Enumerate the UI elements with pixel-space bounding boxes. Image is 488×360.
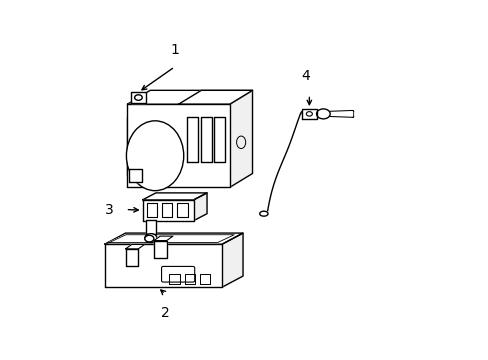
Polygon shape xyxy=(142,193,206,200)
Polygon shape xyxy=(145,220,156,234)
Text: 3: 3 xyxy=(104,203,113,216)
Polygon shape xyxy=(329,112,352,116)
Polygon shape xyxy=(131,92,145,103)
Circle shape xyxy=(144,235,154,242)
Polygon shape xyxy=(177,203,187,217)
Circle shape xyxy=(134,95,142,100)
Polygon shape xyxy=(127,104,229,187)
Text: 1: 1 xyxy=(170,43,179,57)
Polygon shape xyxy=(222,233,243,287)
Polygon shape xyxy=(154,236,173,240)
Polygon shape xyxy=(200,117,211,162)
Ellipse shape xyxy=(126,121,183,191)
Polygon shape xyxy=(125,249,138,266)
Polygon shape xyxy=(104,233,243,244)
Polygon shape xyxy=(125,244,144,249)
Polygon shape xyxy=(214,117,225,162)
Polygon shape xyxy=(169,274,180,284)
Polygon shape xyxy=(142,200,193,221)
Ellipse shape xyxy=(259,211,267,216)
Polygon shape xyxy=(129,169,142,182)
Polygon shape xyxy=(200,274,210,284)
FancyBboxPatch shape xyxy=(161,266,194,282)
Circle shape xyxy=(305,112,312,116)
Polygon shape xyxy=(146,203,157,217)
Polygon shape xyxy=(178,90,252,104)
Text: 2: 2 xyxy=(161,306,169,320)
Polygon shape xyxy=(127,90,252,104)
Polygon shape xyxy=(109,235,234,243)
Polygon shape xyxy=(154,240,166,258)
Polygon shape xyxy=(184,274,195,284)
Polygon shape xyxy=(104,244,222,287)
Polygon shape xyxy=(302,109,316,119)
Circle shape xyxy=(144,234,157,243)
Ellipse shape xyxy=(236,136,245,149)
Circle shape xyxy=(316,109,329,119)
Polygon shape xyxy=(229,90,252,187)
Polygon shape xyxy=(162,203,172,217)
Polygon shape xyxy=(193,193,206,221)
Polygon shape xyxy=(186,117,198,162)
Text: 4: 4 xyxy=(301,69,309,84)
